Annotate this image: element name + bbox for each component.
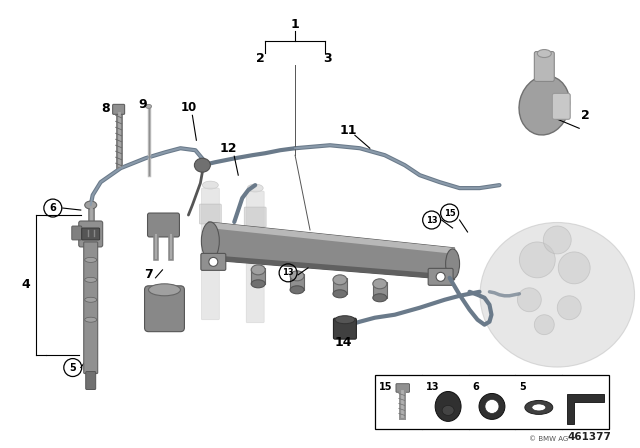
Ellipse shape <box>519 76 570 135</box>
Ellipse shape <box>195 158 211 172</box>
Text: 5: 5 <box>69 362 76 373</box>
Ellipse shape <box>538 50 551 57</box>
Polygon shape <box>567 395 604 424</box>
Text: 12: 12 <box>220 142 237 155</box>
FancyBboxPatch shape <box>252 268 265 284</box>
FancyBboxPatch shape <box>145 286 184 332</box>
FancyBboxPatch shape <box>82 228 100 240</box>
FancyBboxPatch shape <box>375 375 609 429</box>
Ellipse shape <box>84 258 97 263</box>
Text: 9: 9 <box>138 98 147 111</box>
Ellipse shape <box>148 284 180 296</box>
Polygon shape <box>209 222 454 280</box>
Circle shape <box>485 400 499 414</box>
Ellipse shape <box>525 401 553 414</box>
FancyBboxPatch shape <box>72 226 82 240</box>
Text: 6: 6 <box>472 382 479 392</box>
Ellipse shape <box>202 181 218 189</box>
Ellipse shape <box>445 249 460 279</box>
Text: 7: 7 <box>144 268 153 281</box>
Text: 11: 11 <box>339 124 356 137</box>
Text: 15: 15 <box>444 208 456 218</box>
Ellipse shape <box>84 277 97 282</box>
Ellipse shape <box>333 290 347 298</box>
FancyBboxPatch shape <box>428 268 453 285</box>
Circle shape <box>534 314 554 335</box>
FancyBboxPatch shape <box>333 318 356 339</box>
FancyBboxPatch shape <box>148 213 179 237</box>
Text: 3: 3 <box>324 52 332 65</box>
Ellipse shape <box>442 405 454 415</box>
Text: 13: 13 <box>426 382 439 392</box>
Text: 4: 4 <box>22 278 30 291</box>
Ellipse shape <box>480 223 634 367</box>
FancyBboxPatch shape <box>200 204 221 224</box>
Ellipse shape <box>84 317 97 322</box>
Circle shape <box>436 272 445 281</box>
Ellipse shape <box>435 392 461 422</box>
Circle shape <box>558 252 590 284</box>
Text: 13: 13 <box>426 215 438 224</box>
Text: 8: 8 <box>101 102 110 115</box>
FancyBboxPatch shape <box>373 282 387 298</box>
Ellipse shape <box>335 316 355 324</box>
Ellipse shape <box>290 286 304 294</box>
Text: 15: 15 <box>379 382 392 392</box>
FancyBboxPatch shape <box>86 371 96 389</box>
FancyBboxPatch shape <box>84 242 98 374</box>
Circle shape <box>543 226 572 254</box>
Ellipse shape <box>252 280 265 288</box>
Circle shape <box>479 393 505 419</box>
Text: © BMW AG: © BMW AG <box>529 436 568 442</box>
FancyBboxPatch shape <box>202 188 220 320</box>
Text: 1: 1 <box>291 18 300 31</box>
Text: 6: 6 <box>49 203 56 213</box>
Ellipse shape <box>373 294 387 302</box>
Text: 14: 14 <box>334 336 351 349</box>
Text: 2: 2 <box>581 109 589 122</box>
Circle shape <box>520 242 556 278</box>
Text: 2: 2 <box>256 52 264 65</box>
FancyBboxPatch shape <box>113 104 125 114</box>
FancyBboxPatch shape <box>201 254 226 270</box>
Ellipse shape <box>145 104 152 108</box>
FancyBboxPatch shape <box>396 383 410 392</box>
Ellipse shape <box>252 265 265 275</box>
Text: 10: 10 <box>180 101 196 114</box>
Text: 13: 13 <box>282 268 294 277</box>
Circle shape <box>209 258 218 267</box>
Ellipse shape <box>202 222 220 260</box>
Ellipse shape <box>373 279 387 289</box>
Ellipse shape <box>84 201 97 209</box>
Circle shape <box>557 296 581 320</box>
Polygon shape <box>209 255 454 280</box>
FancyBboxPatch shape <box>290 274 304 290</box>
Ellipse shape <box>532 404 546 411</box>
FancyBboxPatch shape <box>534 52 554 82</box>
Circle shape <box>517 288 541 312</box>
FancyBboxPatch shape <box>333 278 347 294</box>
Text: 461377: 461377 <box>567 432 611 442</box>
Ellipse shape <box>247 184 263 192</box>
FancyBboxPatch shape <box>244 207 266 227</box>
Ellipse shape <box>333 275 347 285</box>
FancyBboxPatch shape <box>79 221 102 247</box>
Ellipse shape <box>84 297 97 302</box>
Polygon shape <box>209 222 454 254</box>
FancyBboxPatch shape <box>246 191 264 323</box>
FancyBboxPatch shape <box>552 93 570 119</box>
Ellipse shape <box>290 271 304 281</box>
Text: 5: 5 <box>520 382 526 392</box>
